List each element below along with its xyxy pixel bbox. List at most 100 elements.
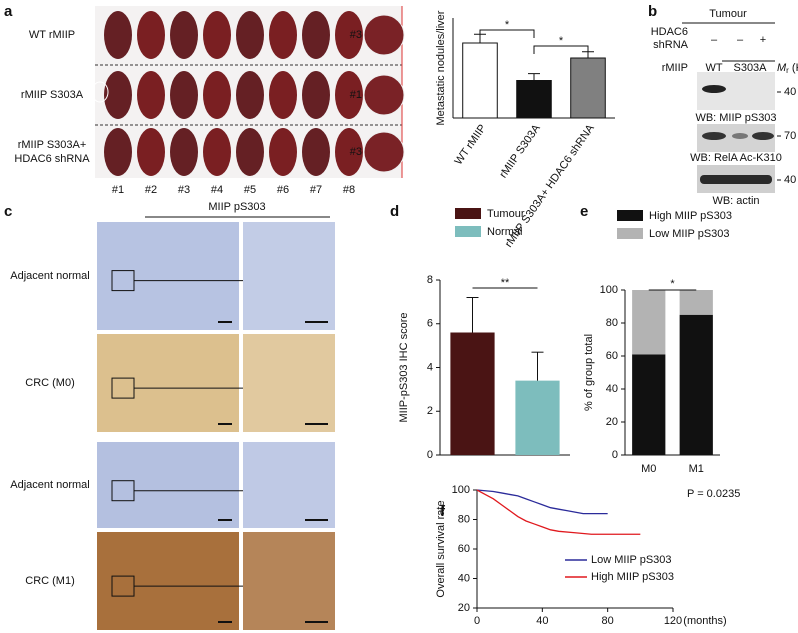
sig-bracket <box>479 29 535 38</box>
wb-text: + <box>760 34 766 46</box>
wb-text: shRNA <box>653 39 689 51</box>
wb-text: – <box>737 34 744 46</box>
y-tick-label: 40 <box>606 383 618 395</box>
y-tick-label: 100 <box>452 484 470 496</box>
x-tick-label: 40 <box>536 615 548 627</box>
wb-text: HDAC6 <box>651 26 688 38</box>
column-label: #1 <box>112 184 124 196</box>
x-tick-label: 0 <box>474 615 480 627</box>
ihc-zoom <box>243 222 335 330</box>
legend-label: Tumour <box>487 208 525 220</box>
size-label: 40 <box>784 174 796 186</box>
ihc-image <box>97 334 239 432</box>
y-tick-label: 20 <box>606 416 618 428</box>
x-axis-label: (months) <box>683 615 726 627</box>
survival-line <box>476 489 608 515</box>
ihc-image <box>97 532 239 630</box>
x-tick-label: M1 <box>689 463 704 475</box>
row-label: WT rMIIP <box>29 29 75 41</box>
liver <box>170 71 198 119</box>
ihc-zoom <box>243 442 335 528</box>
legend-label: Low MIIP pS303 <box>649 228 730 240</box>
bar <box>516 80 552 119</box>
y-axis-label: MIIP-pS303 IHC score <box>398 312 410 422</box>
panel-label: a <box>4 3 13 20</box>
ihc-row-label: Adjacent normal <box>10 479 90 491</box>
row-label: rMIIP S303A+ <box>18 139 87 151</box>
y-tick-label: 40 <box>458 572 470 584</box>
p-value: P = 0.0235 <box>687 488 740 500</box>
marker-circle <box>91 81 109 103</box>
blot-label: WB: RelA Ac-K310 <box>690 152 782 164</box>
wb-text: Tumour <box>709 8 747 20</box>
x-tick-label: M0 <box>641 463 656 475</box>
row-label: HDAC6 shRNA <box>14 153 90 165</box>
liver <box>302 128 330 176</box>
liver <box>335 128 363 176</box>
liver <box>137 128 165 176</box>
liver-inset <box>363 14 405 56</box>
ihc-title: MIIP pS303 <box>208 201 265 213</box>
y-tick-label: 8 <box>427 274 433 286</box>
wb-text: rMIIP <box>662 62 688 74</box>
liver <box>269 71 297 119</box>
column-label: #4 <box>211 184 223 196</box>
legend-label: High MIIP pS303 <box>649 210 732 222</box>
liver <box>269 11 297 59</box>
ihc-zoom <box>243 334 335 432</box>
liver <box>269 128 297 176</box>
liver <box>137 11 165 59</box>
panel-label: b <box>648 3 657 20</box>
liver <box>170 128 198 176</box>
bar <box>515 380 560 455</box>
y-tick-label: 80 <box>458 513 470 525</box>
ihc-row-label: CRC (M1) <box>25 575 75 587</box>
sig-label: ** <box>501 277 510 289</box>
liver <box>302 11 330 59</box>
legend-swatch <box>455 226 481 237</box>
y-tick-label: 60 <box>606 350 618 362</box>
sig-label: * <box>670 278 675 290</box>
y-tick-label: 0 <box>427 449 433 461</box>
bar <box>450 332 495 455</box>
column-label: #6 <box>277 184 289 196</box>
legend-label: Normal <box>487 226 522 238</box>
bar-segment <box>679 290 713 315</box>
y-axis-label: Overall survival rate <box>435 500 447 597</box>
y-tick-label: 4 <box>427 361 433 373</box>
y-axis-label: Metastatic nodules/liver <box>435 10 447 125</box>
column-label: #3 <box>178 184 190 196</box>
y-tick-label: 6 <box>427 318 433 330</box>
column-label: #7 <box>310 184 322 196</box>
bar-segment <box>679 314 713 455</box>
liver <box>104 11 132 59</box>
column-label: #2 <box>145 184 157 196</box>
legend-swatch <box>617 210 643 221</box>
panel-label: d <box>390 203 399 220</box>
blot-label: WB: actin <box>712 195 759 207</box>
ihc-row-label: CRC (M0) <box>25 377 75 389</box>
bar <box>570 57 606 119</box>
y-axis-label: % of group total <box>583 334 595 411</box>
liver <box>104 71 132 119</box>
mr-symbol: M <box>777 62 787 74</box>
ihc-image <box>97 442 239 528</box>
ihc-row-label: Adjacent normal <box>10 270 90 282</box>
liver <box>335 11 363 59</box>
inset-label: #3 <box>350 146 362 158</box>
survival-line <box>476 489 641 535</box>
legend-label: High MIIP pS303 <box>591 571 674 583</box>
y-tick-label: 60 <box>458 543 470 555</box>
bar-segment <box>632 290 666 355</box>
liver <box>236 128 264 176</box>
liver <box>203 11 231 59</box>
column-label: #8 <box>343 184 355 196</box>
legend-swatch <box>455 208 481 219</box>
liver <box>236 71 264 119</box>
y-tick-label: 100 <box>600 284 618 296</box>
liver <box>170 11 198 59</box>
mr-sub: r <box>786 66 789 75</box>
size-label: 70 <box>784 130 796 142</box>
wb-text: – <box>711 34 718 46</box>
